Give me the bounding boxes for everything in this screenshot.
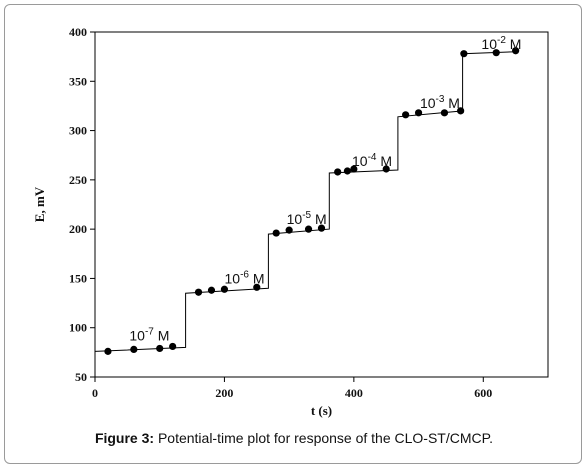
- data-point: [460, 50, 468, 58]
- data-point: [402, 111, 410, 119]
- x-tick-label: 400: [345, 386, 363, 400]
- data-point: [169, 342, 177, 351]
- data-point: [207, 286, 216, 294]
- figure-frame: [4, 4, 582, 464]
- x-tick-label: 0: [92, 386, 98, 400]
- step-series-line: [94, 51, 517, 352]
- caption-text: Potential-time plot for response of the …: [154, 430, 494, 446]
- data-point: [414, 109, 423, 117]
- concentration-label: 10-7 M: [129, 327, 169, 344]
- data-point: [334, 168, 342, 176]
- data-point: [304, 225, 313, 233]
- data-point: [457, 107, 465, 115]
- caption-label: Figure 3:: [94, 430, 155, 446]
- y-axis-title: E, mV: [32, 186, 47, 222]
- data-point: [285, 226, 293, 234]
- data-point: [130, 345, 138, 353]
- x-tick-label: 600: [474, 386, 492, 400]
- plot-area-border: [94, 31, 549, 378]
- data-points-layer: [104, 47, 520, 355]
- data-point: [104, 347, 112, 355]
- concentration-label: 10-6 M: [225, 269, 265, 286]
- y-tick-label: 150: [69, 271, 87, 285]
- figure-caption: Figure 3: Potential-time plot for respon…: [0, 430, 588, 446]
- data-point: [272, 229, 280, 237]
- data-point: [492, 49, 500, 57]
- concentration-label: 10-2 M: [481, 35, 521, 52]
- data-point: [382, 165, 390, 173]
- data-point: [350, 165, 358, 173]
- data-point: [512, 47, 520, 55]
- x-axis-title: t (s): [311, 403, 332, 418]
- data-point: [220, 285, 229, 293]
- data-point: [253, 283, 261, 291]
- x-tick-label: 200: [215, 386, 233, 400]
- axes: 50 100 150 200 250 300 350 400 0 200 400 600 t (s) E,…: [32, 25, 549, 418]
- concentration-label: 10-4 M: [352, 152, 392, 169]
- data-point: [343, 167, 351, 175]
- y-tick-label: 50: [75, 370, 87, 384]
- concentration-label: 10-3 M: [420, 94, 460, 111]
- data-point: [317, 224, 326, 232]
- data-point: [194, 288, 203, 296]
- y-tick-label: 100: [69, 321, 87, 335]
- data-point: [156, 344, 164, 353]
- data-point: [440, 109, 449, 117]
- concentration-labels-layer: 10-7 M 10-6 M 10-5 M 10-4 M 10-3 M 10-2 M: [129, 35, 521, 344]
- y-tick-label: 200: [69, 222, 87, 236]
- step-line-layer: [94, 51, 517, 352]
- concentration-label: 10-5 M: [287, 210, 327, 227]
- y-tick-label: 350: [69, 74, 87, 88]
- y-tick-label: 400: [69, 25, 87, 39]
- y-tick-label: 300: [69, 124, 87, 138]
- y-tick-label: 250: [69, 173, 87, 187]
